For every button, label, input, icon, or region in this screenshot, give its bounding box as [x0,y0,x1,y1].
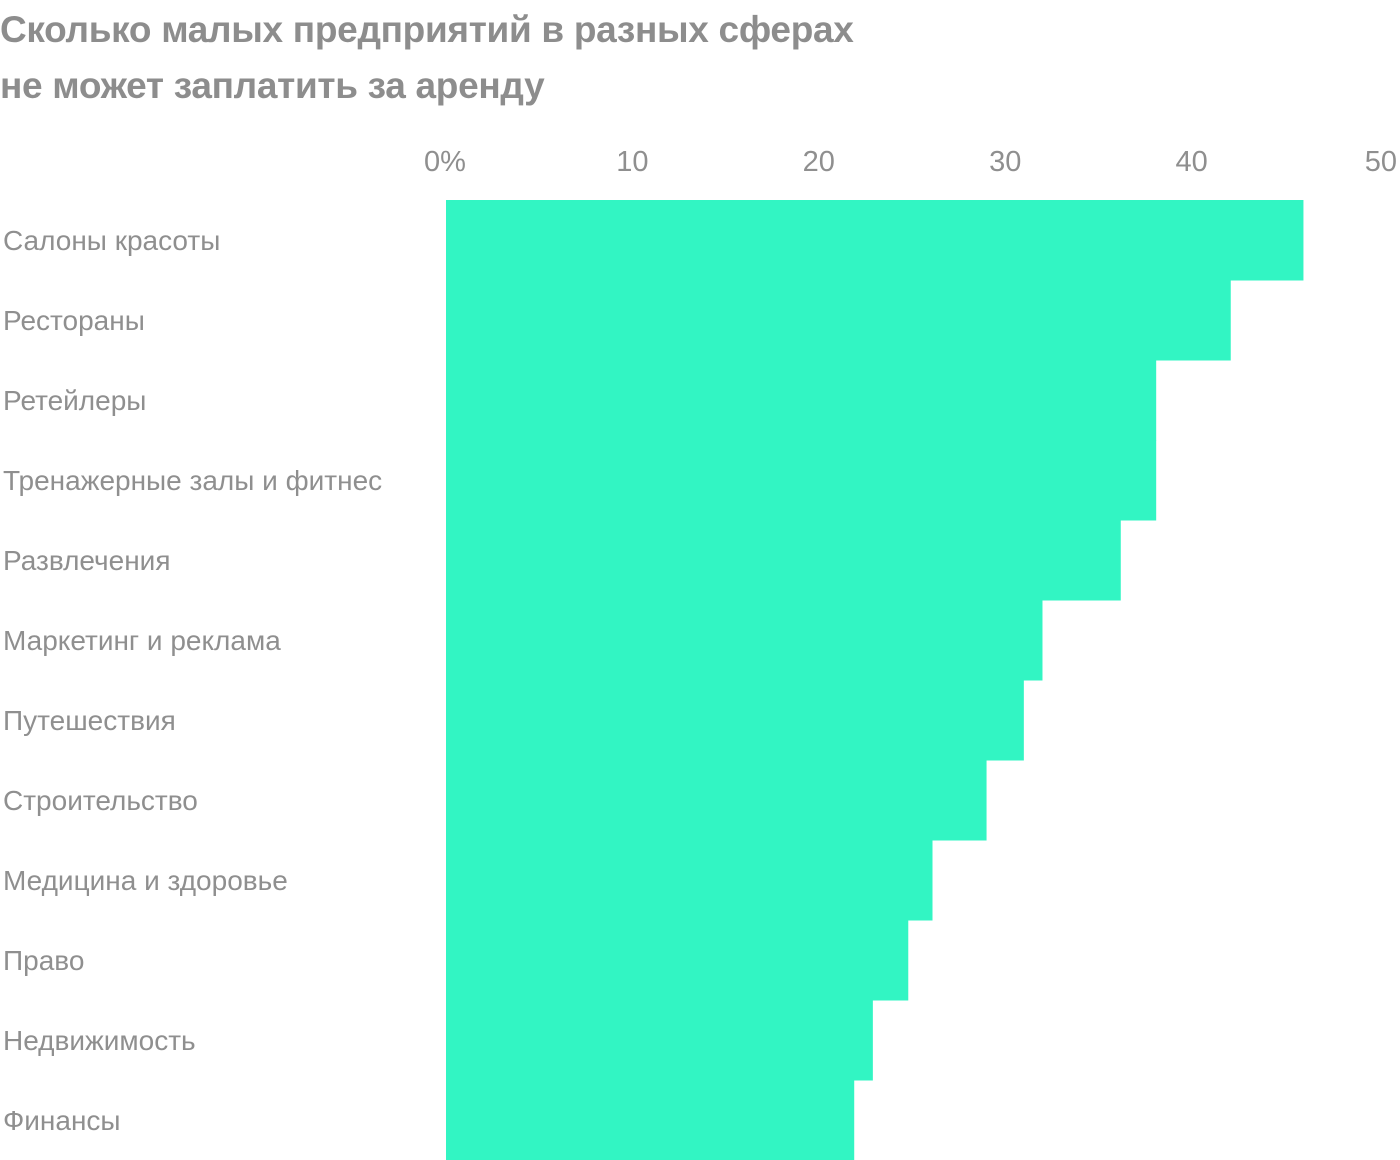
bar [446,1080,855,1160]
bars [446,200,1304,1160]
bar [446,1000,873,1081]
bar [446,520,1121,601]
bar [446,600,1043,681]
category-labels: Салоны красоты Рестораны Ретейлеры Тренажер… [3,225,382,1136]
bar [446,680,1024,761]
category-label: Ретейлеры [3,385,146,416]
x-axis-ticks: 0% 10 20 30 40 50 [424,146,1397,178]
category-label: Развлечения [3,545,170,576]
chart-title-line-2: не может заплатить за аренду [0,65,545,106]
x-tick-label: 30 [989,146,1021,178]
category-label: Салоны красоты [3,225,220,256]
bar [446,200,1304,281]
category-label: Строительство [3,785,198,816]
category-label: Финансы [3,1105,121,1136]
category-label: Недвижимость [3,1025,196,1056]
bar [446,440,1157,521]
bar [446,360,1157,441]
bar [446,760,987,841]
category-label: Медицина и здоровье [3,865,288,896]
category-label: Рестораны [3,305,145,336]
bar [446,920,909,1001]
bar [446,840,933,921]
category-label: Тренажерные залы и фитнес [3,465,382,496]
chart-title-line-1: Сколько малых предприятий в разных сфера… [0,9,854,50]
x-tick-label: 50 [1365,146,1397,178]
category-label: Право [3,945,84,976]
x-tick-label: 20 [803,146,835,178]
x-tick-label: 10 [616,146,648,178]
chart-title: Сколько малых предприятий в разных сфера… [0,2,1100,114]
bar [446,280,1231,361]
category-label: Маркетинг и реклама [3,625,281,656]
x-tick-label: 40 [1175,146,1207,178]
x-tick-label: 0% [424,146,466,178]
category-label: Путешествия [3,705,176,736]
